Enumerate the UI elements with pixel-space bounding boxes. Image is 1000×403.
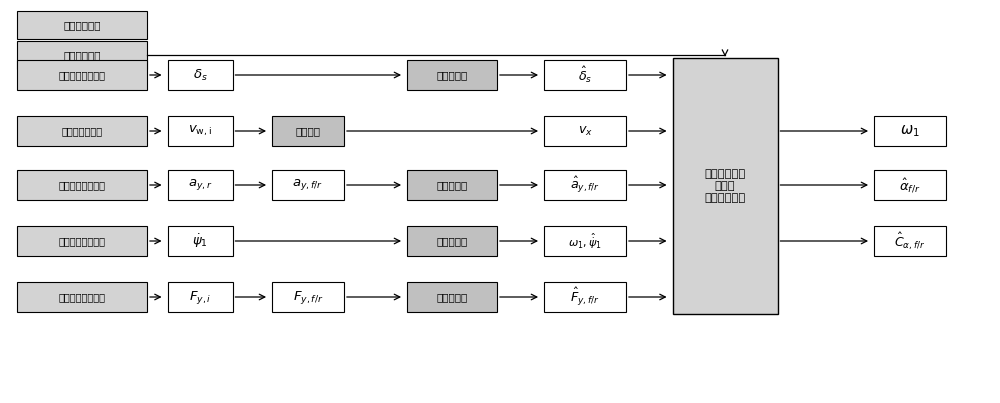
Bar xyxy=(17,170,147,200)
Bar xyxy=(17,60,147,90)
Bar xyxy=(168,282,232,312)
Text: 传立叶变换: 传立叶变换 xyxy=(436,236,468,246)
Text: 传立叶变换: 传立叶变换 xyxy=(436,180,468,190)
Text: 传立叶变换: 传立叶变换 xyxy=(436,292,468,302)
Text: 车轮轮速传感器: 车轮轮速传感器 xyxy=(61,126,103,136)
Text: $\hat{F}_{y,f/r}$: $\hat{F}_{y,f/r}$ xyxy=(570,286,600,308)
Bar xyxy=(272,282,344,312)
Text: $\hat{\delta}_s$: $\hat{\delta}_s$ xyxy=(578,65,592,85)
Bar xyxy=(544,60,626,90)
Text: $\hat{C}_{\alpha,f/r}$: $\hat{C}_{\alpha,f/r}$ xyxy=(894,231,926,251)
Bar xyxy=(874,226,946,256)
Bar xyxy=(874,116,946,146)
Bar xyxy=(17,116,147,146)
Text: 横摆角速度传感器: 横摆角速度传感器 xyxy=(58,236,106,246)
Text: 转向系转向比: 转向系转向比 xyxy=(63,50,101,60)
Bar xyxy=(407,170,497,200)
Bar xyxy=(272,116,344,146)
Text: $v_{\mathrm{w,i}}$: $v_{\mathrm{w,i}}$ xyxy=(188,124,212,138)
Bar xyxy=(874,170,946,200)
Text: $\omega_1$: $\omega_1$ xyxy=(900,123,920,139)
Bar xyxy=(168,226,232,256)
Text: $a_{y,f/r}$: $a_{y,f/r}$ xyxy=(292,177,324,193)
Text: $a_{y,r}$: $a_{y,r}$ xyxy=(188,177,212,193)
Text: 车轮侧向力传感器: 车轮侧向力传感器 xyxy=(58,292,106,302)
Bar xyxy=(407,60,497,90)
Text: 车速算法: 车速算法 xyxy=(296,126,320,136)
Bar xyxy=(17,41,147,69)
Bar xyxy=(544,116,626,146)
Text: $\hat{\alpha}_{f/r}$: $\hat{\alpha}_{f/r}$ xyxy=(899,176,921,194)
Text: 带有线性轮胎
特性的
车辆单轨模型: 带有线性轮胎 特性的 车辆单轨模型 xyxy=(704,169,746,203)
Text: $v_x$: $v_x$ xyxy=(578,125,592,137)
Text: $\dot{\psi}_1$: $\dot{\psi}_1$ xyxy=(192,232,208,250)
Bar xyxy=(272,170,344,200)
Text: 侧向加速度传感器: 侧向加速度传感器 xyxy=(58,180,106,190)
Text: $\omega_1, \hat{\dot{\psi}}_1$: $\omega_1, \hat{\dot{\psi}}_1$ xyxy=(568,231,602,251)
Bar xyxy=(168,170,232,200)
Text: 方向盘转角传感器: 方向盘转角传感器 xyxy=(58,70,106,80)
Bar xyxy=(168,60,232,90)
Bar xyxy=(407,226,497,256)
Bar xyxy=(672,58,778,314)
Bar xyxy=(17,11,147,39)
Text: $F_{y,i}$: $F_{y,i}$ xyxy=(189,289,211,305)
Bar xyxy=(17,282,147,312)
Text: 传立叶变换: 传立叶变换 xyxy=(436,70,468,80)
Text: 车辆几何参数: 车辆几何参数 xyxy=(63,20,101,30)
Bar xyxy=(544,170,626,200)
Text: $\delta_s$: $\delta_s$ xyxy=(193,67,207,83)
Bar xyxy=(407,282,497,312)
Bar xyxy=(17,226,147,256)
Text: $F_{y,f/r}$: $F_{y,f/r}$ xyxy=(293,289,323,305)
Bar xyxy=(544,226,626,256)
Bar xyxy=(168,116,232,146)
Text: $\hat{a}_{y,f/r}$: $\hat{a}_{y,f/r}$ xyxy=(570,175,600,195)
Bar xyxy=(544,282,626,312)
